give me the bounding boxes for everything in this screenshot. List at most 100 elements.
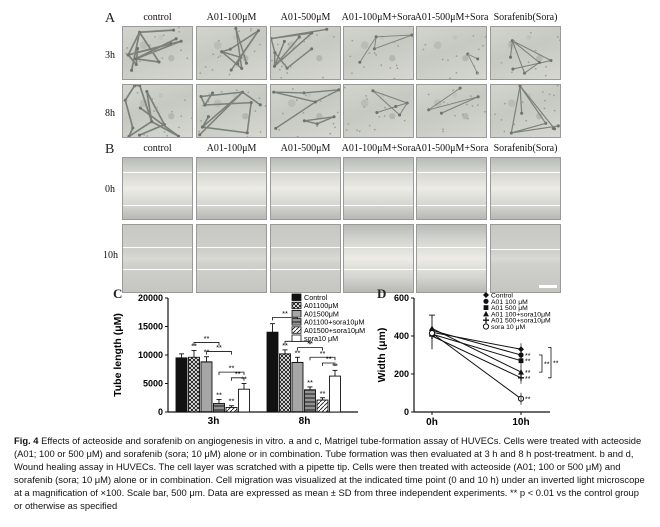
tube-segment	[138, 31, 160, 63]
comparison-bracket	[193, 342, 220, 346]
panel-a-column-label: A01-100μM+Sora	[341, 12, 416, 23]
tube-node	[245, 131, 249, 135]
tube-node	[244, 61, 248, 65]
tube-node	[145, 90, 149, 94]
cell-dot	[246, 136, 249, 137]
tube-node	[176, 134, 181, 137]
tube-network-drawing	[349, 33, 413, 79]
tube-network-drawing	[422, 34, 486, 79]
cell-dot	[281, 112, 284, 115]
significance-mark: **	[525, 376, 531, 383]
cell-dot	[211, 69, 214, 71]
cell-dot	[373, 128, 376, 131]
cell-dot	[295, 99, 298, 102]
bar	[316, 399, 329, 413]
cell-dot	[358, 130, 361, 133]
scratch-edge-line	[417, 205, 486, 206]
cell-dot	[383, 115, 386, 117]
cell-dot	[220, 90, 223, 93]
tube-node	[510, 39, 514, 43]
cell-dot	[286, 72, 289, 74]
wound-healing-micrograph	[490, 224, 561, 293]
cell-dot	[461, 113, 464, 116]
tube-segment	[271, 32, 312, 40]
row-label-0h: 0h	[105, 184, 115, 195]
cell-dot	[247, 91, 250, 94]
legend-label: A01 100 μM	[491, 299, 528, 306]
cell-dot	[219, 55, 222, 57]
cell-dot	[424, 43, 427, 46]
tube-node	[375, 111, 379, 115]
legend-label: A01500+sora10μM	[304, 326, 365, 335]
tube-node	[556, 124, 560, 128]
tube-segment	[135, 48, 139, 65]
data-point	[483, 317, 489, 324]
panel-b-column-label: A01-100μM+Sora	[341, 143, 416, 154]
tube-node	[134, 57, 138, 61]
tube-formation-micrograph	[490, 84, 561, 138]
tube-segment	[201, 91, 244, 128]
tube-segment	[511, 40, 526, 74]
cell-dot	[476, 72, 479, 75]
cell-dot	[271, 59, 273, 62]
comparison-bracket	[218, 371, 245, 376]
tube-node	[138, 85, 142, 87]
tube-node	[179, 39, 183, 43]
cell-dot	[254, 110, 257, 112]
cell-dot	[513, 123, 516, 126]
cell-dot	[380, 64, 383, 67]
tube-node	[157, 60, 161, 64]
tube-segment	[204, 101, 252, 106]
cell-dot	[125, 100, 128, 102]
significance-mark: **	[525, 370, 531, 377]
tube-node	[371, 89, 375, 93]
cell-dot	[280, 76, 283, 79]
tube-segment	[441, 96, 479, 114]
tube-node	[229, 68, 233, 72]
row-label-8h: 8h	[105, 108, 115, 119]
cell-dot	[155, 106, 158, 109]
y-tick-label: 600	[394, 293, 409, 303]
tube-network-drawing	[500, 31, 560, 77]
panel-b-column-label: A01-500μM+Sora	[414, 143, 489, 154]
series-line	[431, 332, 522, 400]
tube-node	[282, 39, 286, 43]
cell-dot	[503, 130, 506, 133]
tube-segment	[139, 29, 174, 34]
tube-segment	[273, 91, 316, 103]
cell-dot	[264, 105, 266, 107]
legend-swatch	[291, 293, 302, 301]
cell-dot	[422, 48, 425, 51]
bar	[188, 356, 200, 413]
tube-segment	[303, 89, 340, 94]
significance-mark: **	[525, 397, 531, 404]
tube-node	[137, 133, 142, 137]
y-tick-label: 0	[158, 407, 163, 417]
cell-dot	[326, 95, 328, 97]
scratch-edge-line	[417, 269, 486, 270]
tube-node	[476, 95, 480, 99]
scratch-edge-line	[271, 269, 340, 270]
tube-segment	[304, 120, 318, 125]
cell-dot	[427, 93, 430, 96]
tube-node	[272, 90, 276, 94]
panel-a-letter: A	[105, 11, 116, 26]
caption-lead: Fig. 4	[14, 435, 39, 446]
cell-dot	[553, 109, 556, 112]
tube-node	[206, 115, 210, 119]
cell-dot	[183, 99, 186, 102]
x-category-label: 8h	[299, 416, 311, 427]
tube-network-drawing	[199, 27, 261, 76]
cell-dot	[449, 77, 451, 79]
cell-dot	[259, 131, 262, 133]
tube-segment	[372, 90, 408, 104]
scratch-edge-line	[197, 269, 266, 270]
cell-dot	[351, 72, 353, 75]
cell-dot	[186, 57, 189, 60]
tube-segment	[127, 54, 137, 66]
scratch-edge-line	[123, 269, 192, 270]
tube-node	[131, 126, 135, 130]
